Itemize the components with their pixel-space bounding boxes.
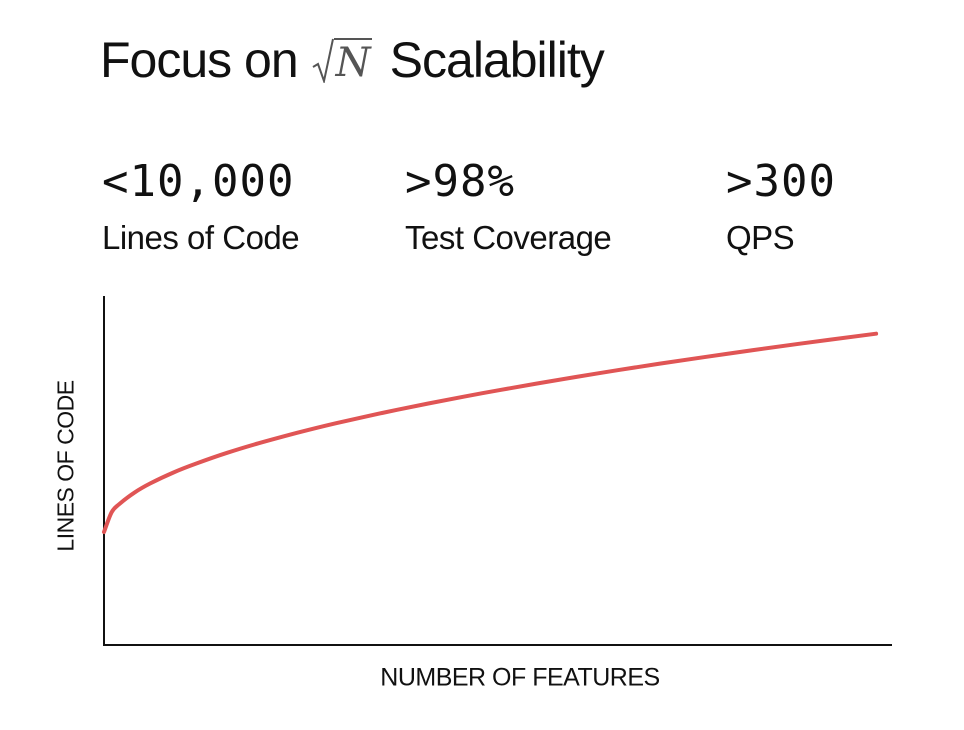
stat-label: QPS bbox=[726, 219, 795, 256]
title-prefix: Focus on bbox=[100, 32, 299, 88]
x-axis-label: NUMBER OF FEATURES bbox=[380, 663, 660, 692]
y-axis-label: LINES OF CODE bbox=[52, 380, 79, 552]
stat-value: <10,000 bbox=[102, 156, 295, 207]
square-root-symbol: N bbox=[312, 36, 372, 86]
stat-label: Test Coverage bbox=[405, 219, 612, 256]
stat-value: >300 bbox=[726, 156, 836, 207]
series-line-0 bbox=[102, 331, 879, 534]
stat-value: >98% bbox=[405, 156, 515, 207]
page-title: Focus on N Scalability bbox=[100, 28, 605, 92]
radical-sign-icon bbox=[312, 38, 334, 83]
title-suffix: Scalability bbox=[389, 32, 605, 88]
stat-label: Lines of Code bbox=[102, 219, 300, 256]
stat-test-coverage: >98% Test Coverage bbox=[405, 156, 612, 258]
stat-qps: >300 QPS bbox=[726, 156, 836, 258]
stat-lines-of-code: <10,000 Lines of Code bbox=[102, 156, 300, 258]
title-symbol: N bbox=[333, 38, 372, 86]
